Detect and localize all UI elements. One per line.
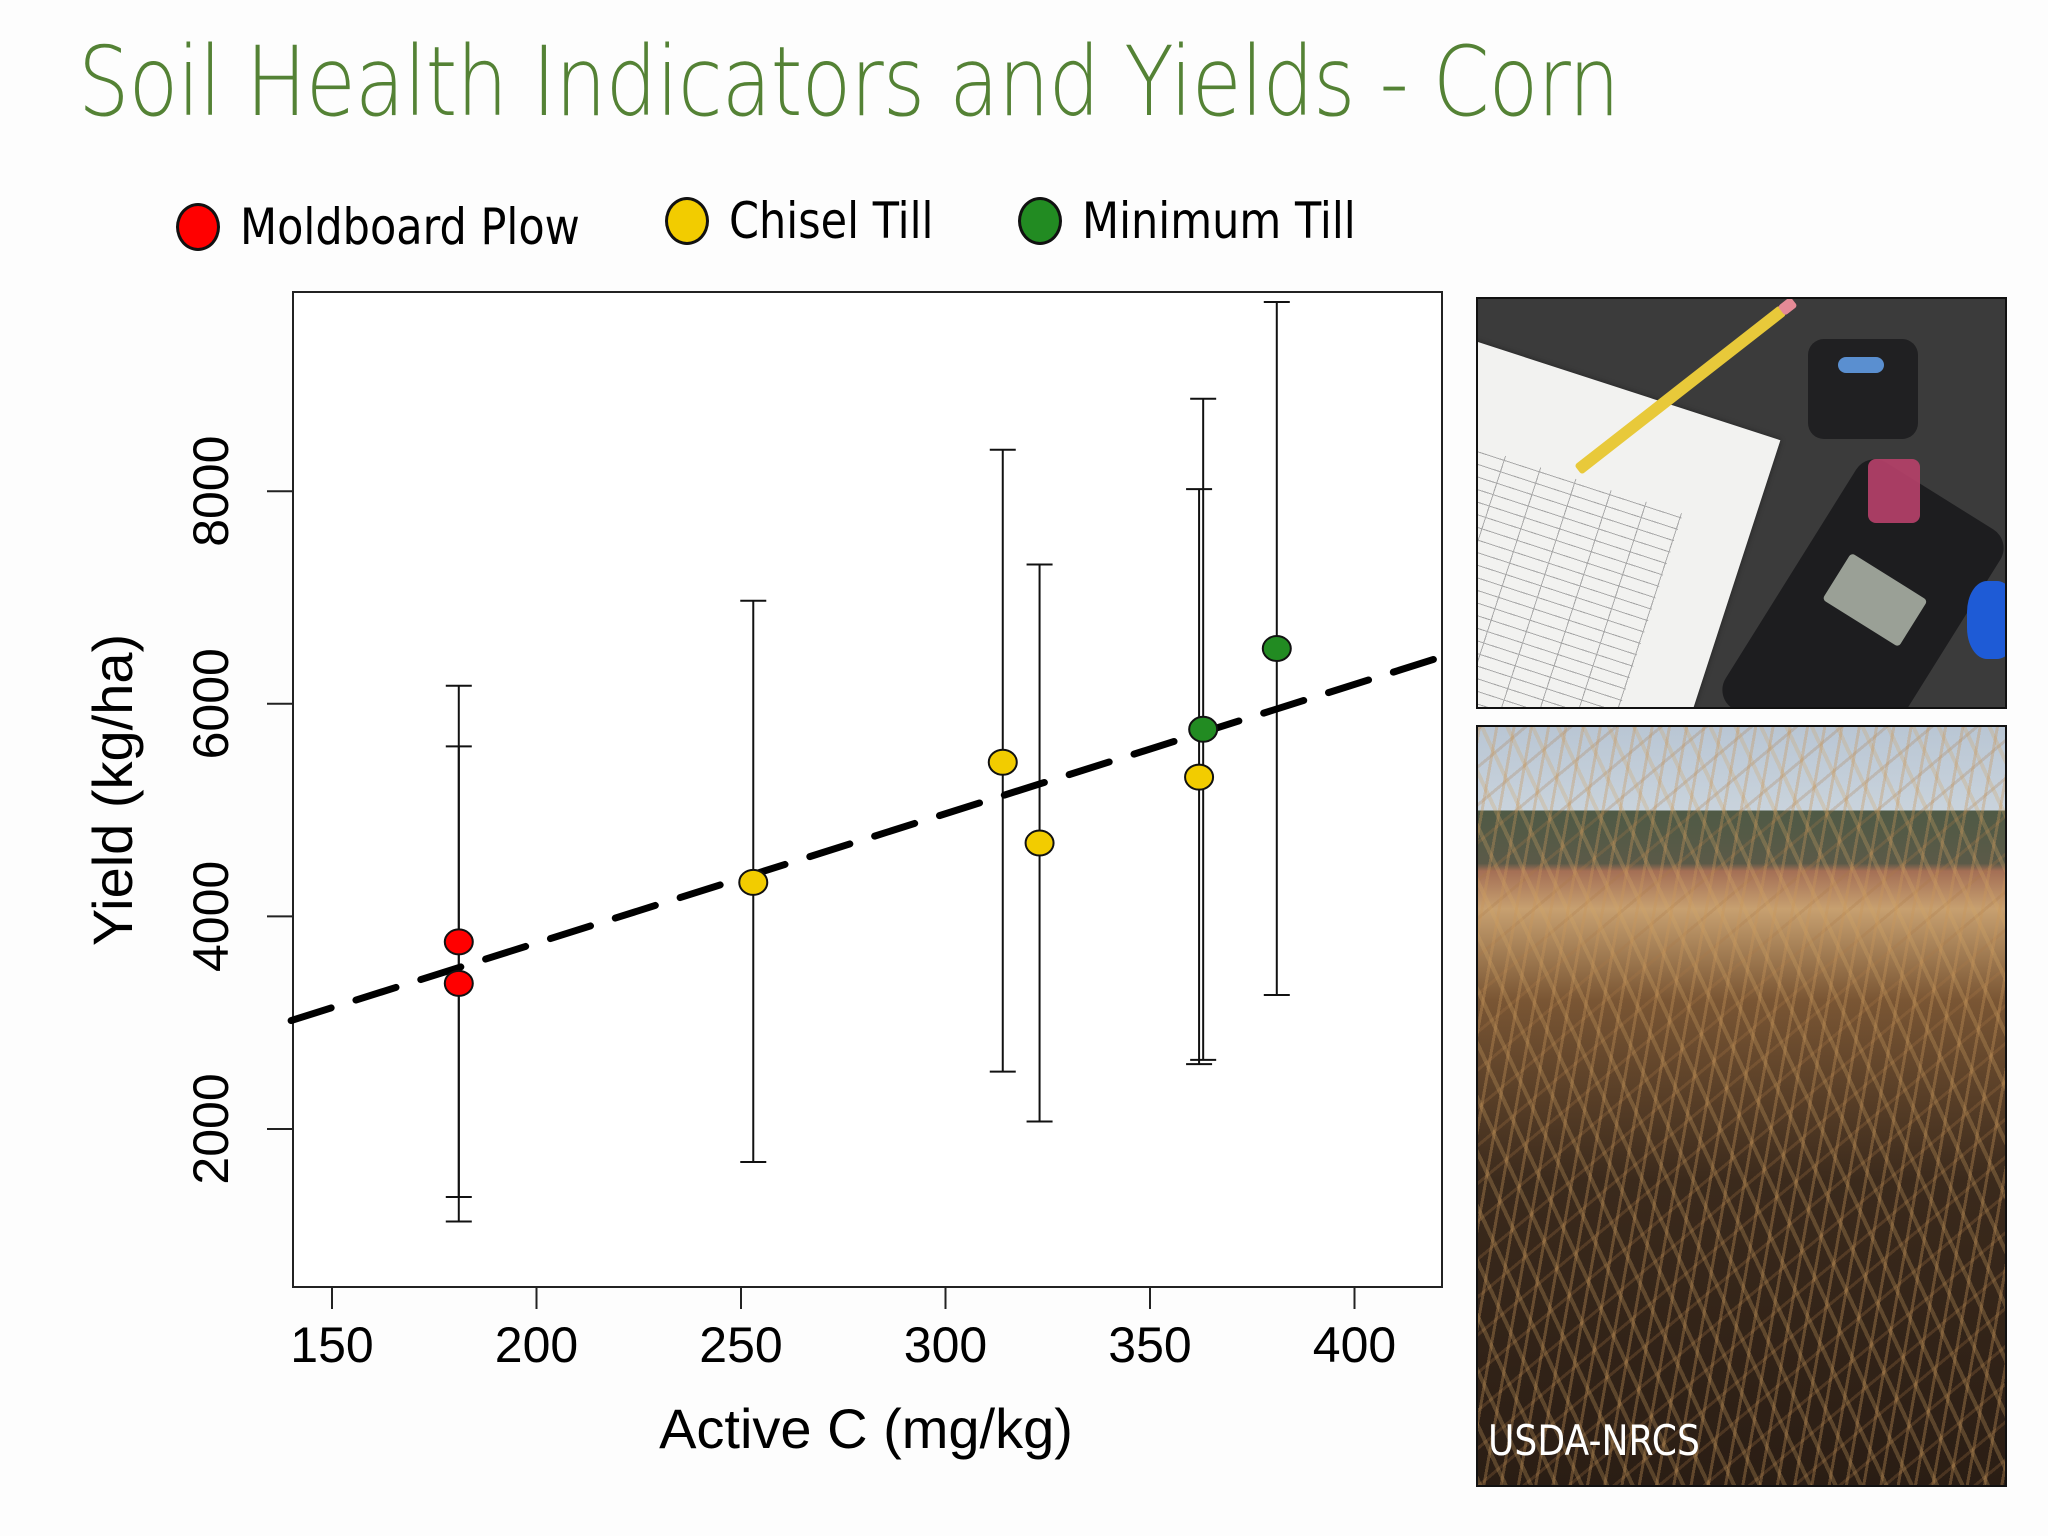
sample-vial [1868, 459, 1920, 523]
x-tick-label: 400 [1313, 1317, 1396, 1373]
legend-marker-green-circle-icon [1018, 197, 1062, 245]
data-point [1184, 763, 1215, 791]
legend-label: Moldboard Plow [240, 198, 580, 256]
data-point [738, 868, 769, 896]
data-point [1188, 715, 1219, 743]
x-tick-label: 150 [290, 1317, 373, 1373]
legend-marker-red-circle-icon [176, 203, 220, 251]
colorimeter-cap [1808, 339, 1918, 439]
legend-marker-yellow-circle-icon [665, 197, 709, 245]
x-tick-label: 200 [495, 1317, 578, 1373]
blue-cap [1967, 581, 2005, 659]
legend-item-moldboard-plow: Moldboard Plow [176, 192, 635, 262]
x-tick-label: 350 [1108, 1317, 1191, 1373]
data-point [1261, 635, 1292, 663]
data-point [987, 748, 1018, 776]
legend-label: Minimum Till [1082, 192, 1356, 250]
data-point [1024, 829, 1055, 857]
data-point [443, 928, 474, 956]
y-tick-label: 2000 [183, 1073, 239, 1184]
y-tick-label: 6000 [183, 648, 239, 759]
data-point [443, 969, 474, 997]
x-tick-label: 250 [699, 1317, 782, 1373]
x-axis-title: Active C (mg/kg) [659, 1397, 1073, 1460]
photo-corn-residue-field: USDA-NRCS [1476, 725, 2007, 1487]
data-points [443, 635, 1292, 997]
trend-line [287, 652, 1448, 1025]
y-axis: 2000 4000 6000 8000 [183, 436, 293, 1185]
y-axis-title: Yield (kg/ha) [81, 634, 144, 946]
y-tick-label: 4000 [183, 861, 239, 972]
worksheet-paper [1478, 329, 1781, 707]
legend-item-chisel-till: Chisel Till [665, 186, 967, 256]
plot-area [292, 291, 1443, 1288]
y-tick-label: 8000 [183, 436, 239, 547]
x-tick-label: 300 [904, 1317, 987, 1373]
legend-label: Chisel Till [729, 192, 934, 250]
slide-title: Soil Health Indicators and Yields - Corn [78, 26, 1620, 138]
photo-lab-test-kit [1476, 297, 2007, 709]
x-axis: 150 200 250 300 350 400 [290, 1287, 1396, 1373]
photo-credit: USDA-NRCS [1488, 1416, 1700, 1465]
legend-item-minimum-till: Minimum Till [1018, 186, 1400, 256]
